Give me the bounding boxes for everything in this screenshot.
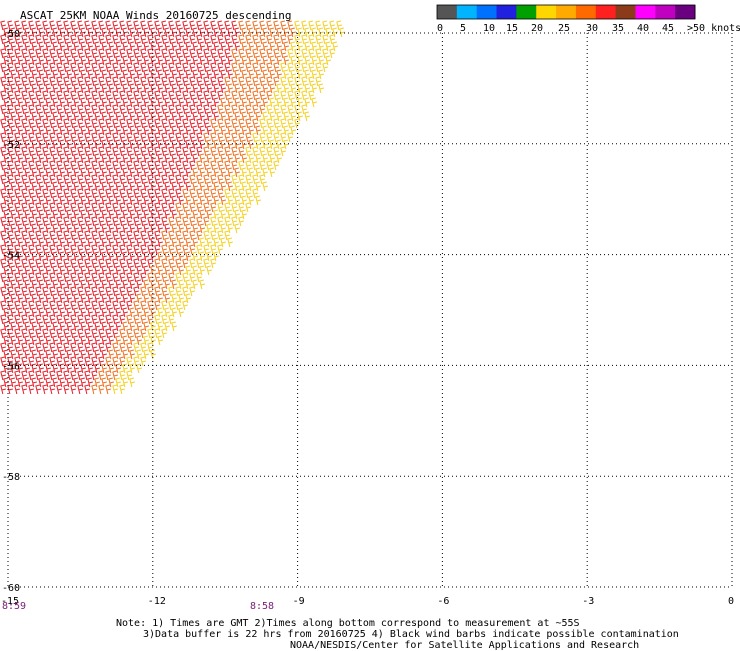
x-tick-label: -3 xyxy=(582,596,594,607)
time-label: 8:59 xyxy=(2,601,26,612)
legend-swatch xyxy=(675,5,696,19)
legend-swatch xyxy=(556,5,577,19)
wind-speed-legend: 0 5 10 15 20 25 30 35 40 45 >50 knots xyxy=(436,4,740,34)
y-tick-label: -50 xyxy=(2,29,20,40)
note-line-1: Note: 1) Times are GMT 2)Times along bot… xyxy=(116,618,580,629)
legend-swatches xyxy=(436,4,696,20)
legend-swatch xyxy=(456,5,478,19)
y-tick-label: -58 xyxy=(2,472,20,483)
legend-label: 0 xyxy=(437,23,443,34)
note-line-2: 3)Data buffer is 22 hrs from 20160725 4)… xyxy=(143,629,679,640)
x-tick-label: -15 xyxy=(1,596,19,607)
wind-barbs xyxy=(0,20,345,395)
lat-lon-grid xyxy=(7,32,733,588)
time-labels: 8:59 8:58 xyxy=(2,601,274,612)
legend-label: 20 xyxy=(531,23,543,34)
legend-swatch xyxy=(536,5,557,19)
legend-label: 10 xyxy=(483,23,495,34)
x-tick-label: -6 xyxy=(437,596,449,607)
legend-label: 40 xyxy=(637,23,649,34)
x-tick-label: 0 xyxy=(728,596,734,607)
time-label: 8:58 xyxy=(250,601,274,612)
x-tick-label: -12 xyxy=(148,596,166,607)
legend-swatch xyxy=(615,5,636,19)
legend-swatch xyxy=(476,5,498,19)
wind-barb-group-orange xyxy=(91,20,296,395)
legend-label: >50 knots xyxy=(687,23,740,34)
legend-swatch xyxy=(655,5,676,19)
legend-swatch xyxy=(437,5,458,19)
legend-swatch xyxy=(496,5,517,19)
legend-swatch xyxy=(595,5,617,19)
legend-label: 35 xyxy=(612,23,624,34)
axis-ticks: -15 -12 -9 -6 -3 0 -50 -52 -54 -56 -58 -60 xyxy=(1,29,734,607)
wind-map: -15 -12 -9 -6 -3 0 -50 -52 -54 -56 -58 -60 8:59 8:58 xyxy=(0,20,734,612)
legend-label: 45 xyxy=(662,23,674,34)
note-line-3: NOAA/NESDIS/Center for Satellite Applica… xyxy=(290,640,640,651)
legend-label: 25 xyxy=(558,23,570,34)
x-tick-label: -9 xyxy=(293,596,305,607)
legend-label: 15 xyxy=(506,23,518,34)
legend-label: 5 xyxy=(460,23,466,34)
wind-barb-group-yellow xyxy=(112,20,345,395)
legend-swatch xyxy=(516,5,537,19)
legend-labels: 0 5 10 15 20 25 30 35 40 45 >50 knots xyxy=(437,23,740,34)
y-tick-label: -52 xyxy=(2,140,20,151)
y-tick-label: -60 xyxy=(2,583,20,594)
wind-barb-group-red xyxy=(0,20,240,395)
map-title: ASCAT 25KM NOAA Winds 20160725 descendin… xyxy=(20,9,292,22)
y-tick-label: -56 xyxy=(2,361,20,372)
legend-swatch xyxy=(635,5,656,19)
y-tick-label: -54 xyxy=(2,251,20,262)
legend-label: 30 xyxy=(586,23,598,34)
legend-swatch xyxy=(575,5,597,19)
